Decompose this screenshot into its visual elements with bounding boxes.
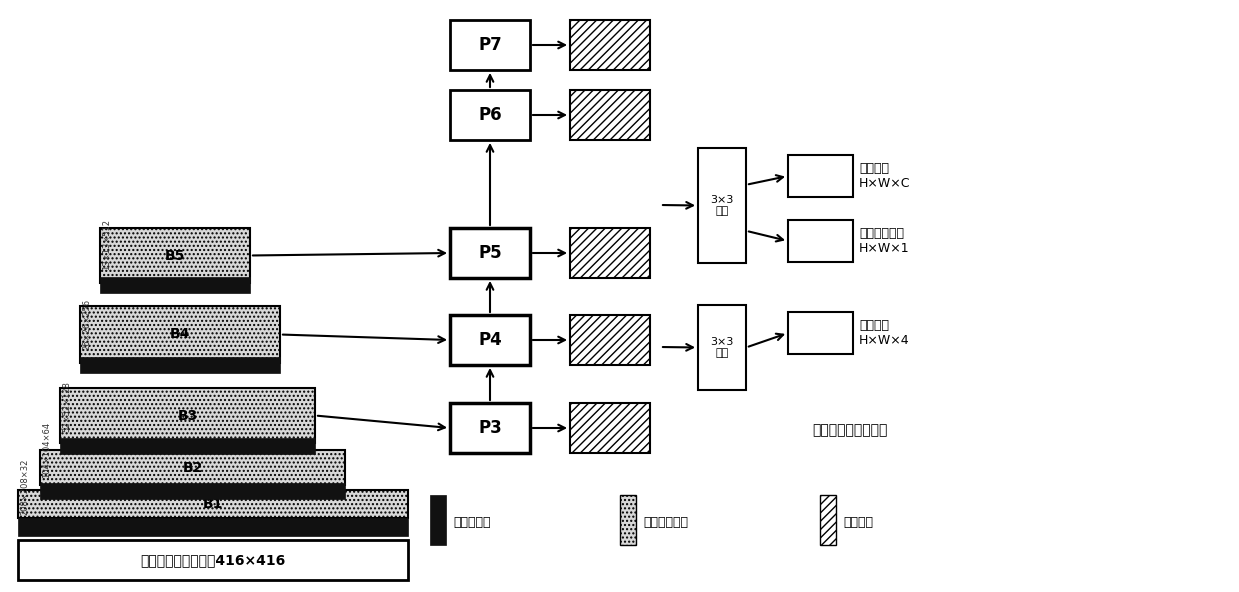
Text: B3: B3: [177, 408, 198, 423]
Text: 26×26×256: 26×26×256: [82, 299, 90, 350]
Bar: [430, 495, 446, 545]
Text: B4: B4: [170, 327, 191, 342]
Text: P6: P6: [478, 106, 502, 124]
Bar: [19, 518, 408, 536]
Bar: [620, 495, 636, 545]
Bar: [788, 155, 852, 197]
Text: 104×104×64: 104×104×64: [42, 422, 51, 478]
Bar: [40, 450, 344, 485]
Bar: [450, 403, 530, 453]
Bar: [59, 388, 315, 443]
Bar: [19, 540, 408, 580]
Bar: [100, 277, 250, 293]
Text: B1: B1: [203, 497, 223, 511]
Text: 3×3
卷积: 3×3 卷积: [710, 337, 733, 358]
Bar: [450, 228, 530, 278]
Bar: [570, 315, 650, 365]
Bar: [788, 220, 852, 262]
Text: 分类分支
H×W×C: 分类分支 H×W×C: [859, 162, 911, 190]
Text: B5: B5: [165, 249, 185, 262]
Text: 52×52×128: 52×52×128: [62, 381, 71, 432]
Bar: [788, 312, 852, 354]
Bar: [59, 438, 315, 454]
Bar: [570, 20, 650, 70]
Bar: [570, 228, 650, 278]
Bar: [570, 403, 650, 453]
Bar: [820, 495, 836, 545]
Bar: [450, 90, 530, 140]
Text: 中心偏离分支
H×W×1: 中心偏离分支 H×W×1: [859, 227, 909, 255]
Bar: [81, 306, 280, 363]
Text: P7: P7: [478, 36, 502, 54]
Text: 分组置乱模块: 分组置乱模块: [643, 516, 688, 529]
Bar: [100, 228, 250, 283]
Text: 各预测分支结构相同: 各预测分支结构相同: [813, 423, 887, 437]
Text: P5: P5: [478, 244, 502, 262]
Text: 208×208×32: 208×208×32: [20, 459, 28, 515]
Bar: [19, 490, 408, 518]
Bar: [698, 305, 746, 390]
Text: P4: P4: [478, 331, 502, 349]
Bar: [40, 483, 344, 499]
Text: P3: P3: [478, 419, 502, 437]
Text: 回归分支
H×W×4: 回归分支 H×W×4: [859, 319, 909, 347]
Bar: [570, 90, 650, 140]
Text: B2: B2: [182, 461, 203, 475]
Bar: [450, 315, 530, 365]
Text: 13×13×512: 13×13×512: [102, 219, 112, 270]
Text: 下采样单元: 下采样单元: [453, 516, 491, 529]
Text: 输入图片大小调整至416×416: 输入图片大小调整至416×416: [140, 553, 286, 567]
Bar: [450, 20, 530, 70]
Text: 预测分支: 预测分支: [843, 516, 873, 529]
Text: 3×3
卷积: 3×3 卷积: [710, 195, 733, 216]
Bar: [698, 148, 746, 263]
Bar: [81, 357, 280, 373]
